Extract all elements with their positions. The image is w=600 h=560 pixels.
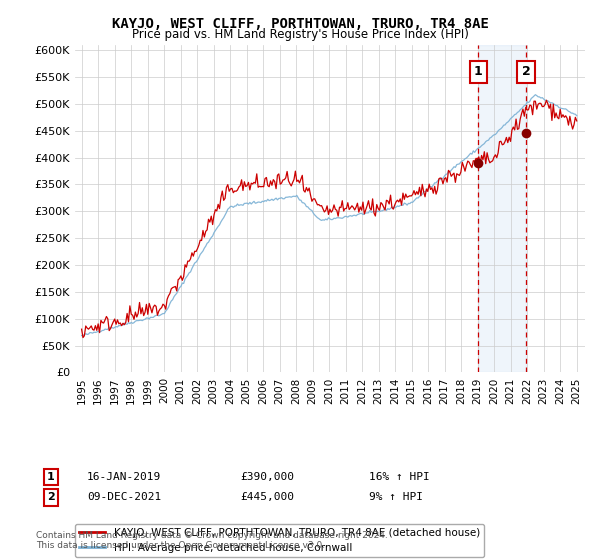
Bar — [478, 45, 526, 372]
Text: £445,000: £445,000 — [240, 492, 294, 502]
Text: 16% ↑ HPI: 16% ↑ HPI — [369, 472, 430, 482]
Text: 2: 2 — [47, 492, 55, 502]
Text: 09-DEC-2021: 09-DEC-2021 — [87, 492, 161, 502]
Text: KAYJO, WEST CLIFF, PORTHTOWAN, TRURO, TR4 8AE: KAYJO, WEST CLIFF, PORTHTOWAN, TRURO, TR… — [112, 17, 488, 31]
Text: Contains HM Land Registry data © Crown copyright and database right 2024.
This d: Contains HM Land Registry data © Crown c… — [36, 531, 388, 550]
Text: £390,000: £390,000 — [240, 472, 294, 482]
Text: 9% ↑ HPI: 9% ↑ HPI — [369, 492, 423, 502]
Text: 1: 1 — [474, 65, 483, 78]
Text: 2: 2 — [521, 65, 530, 78]
Text: 16-JAN-2019: 16-JAN-2019 — [87, 472, 161, 482]
Text: 1: 1 — [47, 472, 55, 482]
Text: Price paid vs. HM Land Registry's House Price Index (HPI): Price paid vs. HM Land Registry's House … — [131, 28, 469, 41]
Legend: KAYJO, WEST CLIFF, PORTHTOWAN, TRURO, TR4 8AE (detached house), HPI: Average pri: KAYJO, WEST CLIFF, PORTHTOWAN, TRURO, TR… — [75, 524, 484, 557]
